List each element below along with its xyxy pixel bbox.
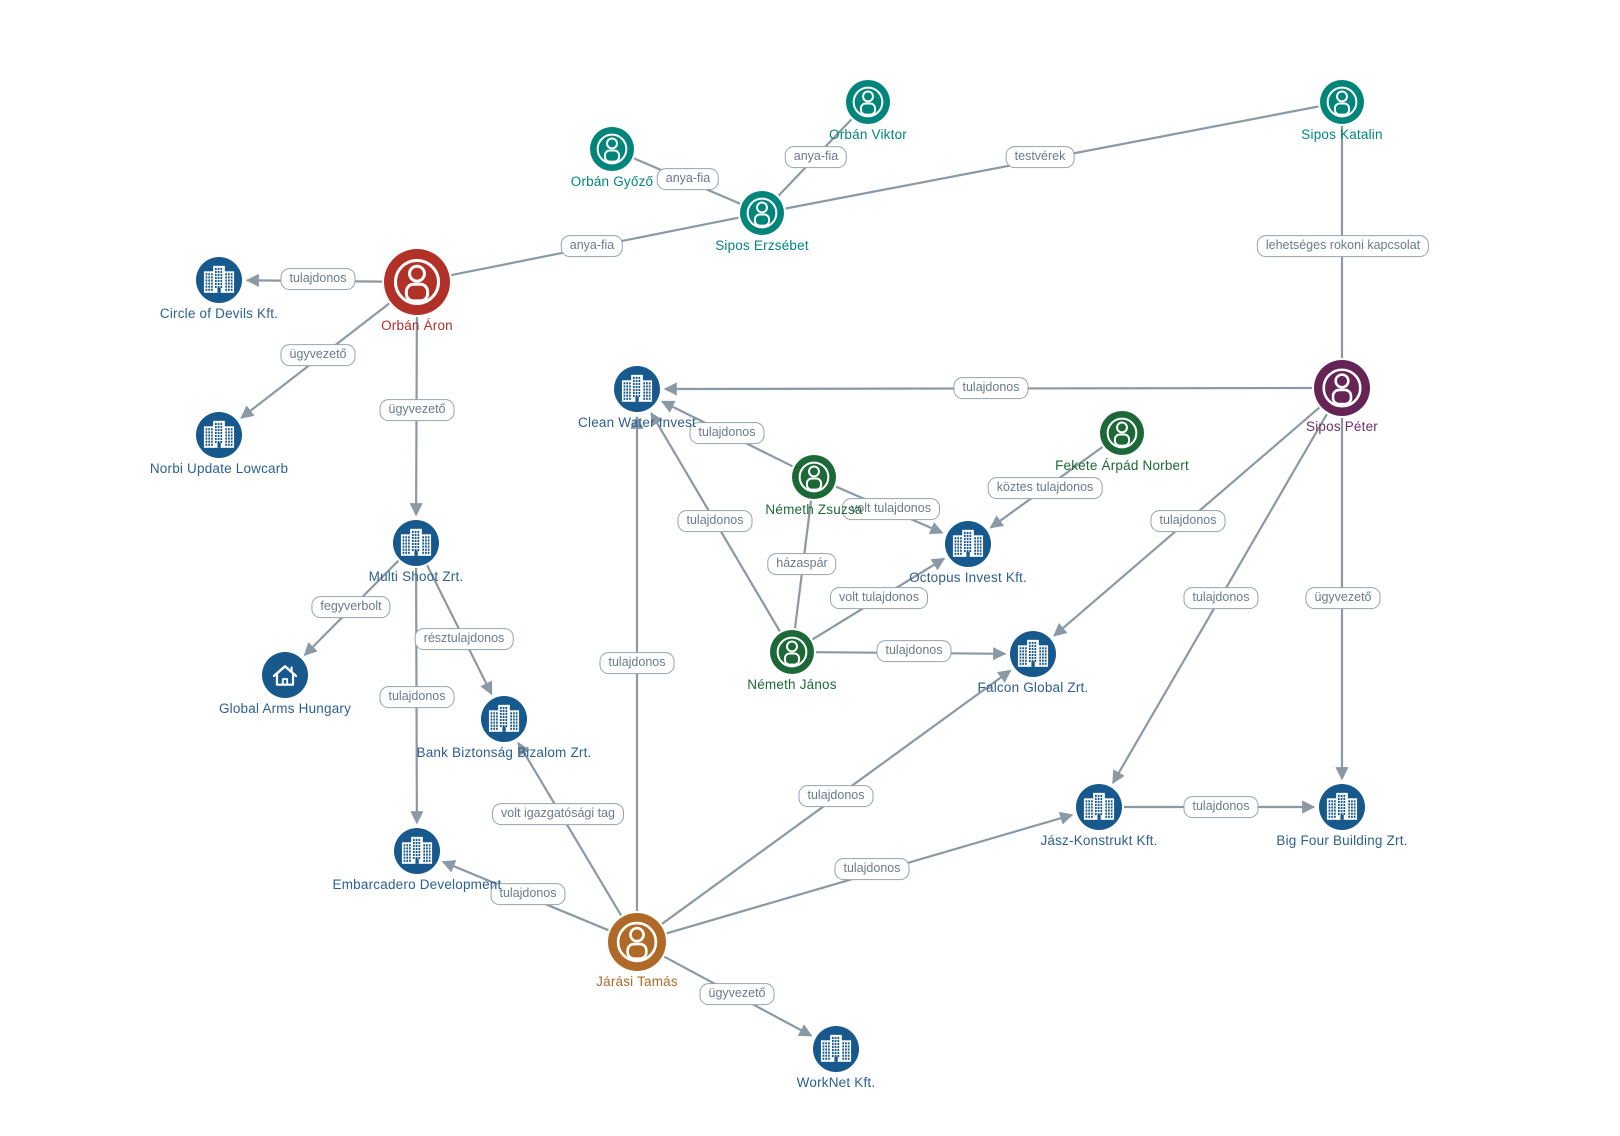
company-building-icon <box>400 528 432 556</box>
node-label-jarasi-tamas: Járási Tamás <box>596 974 678 989</box>
node-norbi-update[interactable] <box>196 412 242 458</box>
person-icon <box>798 461 830 493</box>
node-embarcadero[interactable] <box>394 828 440 874</box>
edge-label-sipos-peter--clean-water[interactable]: tulajdonos <box>953 377 1029 399</box>
edge-label-fekete-arpad--octopus[interactable]: köztes tulajdonos <box>987 477 1103 499</box>
edge-line-jarasi-tamas--bank-biztonsag <box>517 741 623 916</box>
node-circle-of-devils[interactable] <box>196 257 242 303</box>
edge-label-nemeth-zsuzsa--octopus[interactable]: volt tulajdonos <box>842 498 940 520</box>
node-label-embarcadero: Embarcadero Development <box>332 877 502 892</box>
edge-label-orban-aron--multi-shoot[interactable]: ügyvezető <box>379 399 455 421</box>
node-nemeth-zsuzsa[interactable] <box>792 455 836 499</box>
person-icon <box>1326 86 1358 118</box>
company-building-icon <box>401 836 433 864</box>
node-label-sipos-peter: Sipos Péter <box>1306 419 1378 434</box>
node-orban-gyozo[interactable] <box>590 127 634 171</box>
company-building-icon <box>1326 792 1358 820</box>
node-falcon[interactable] <box>1010 631 1056 677</box>
node-multi-shoot[interactable] <box>393 520 439 566</box>
company-building-icon <box>488 704 520 732</box>
edge-label-sipos-erzsebet--sipos-katalin[interactable]: testvérek <box>1005 146 1075 168</box>
node-label-orban-viktor: Orbán Viktor <box>829 127 907 142</box>
edge-label-multi-shoot--global-arms[interactable]: fegyverbolt <box>311 596 391 618</box>
edge-label-orban-aron--circle-of-devils[interactable]: tulajdonos <box>280 268 356 290</box>
node-big-four[interactable] <box>1319 784 1365 830</box>
node-label-orban-aron: Orbán Áron <box>381 318 453 333</box>
edge-label-sipos-katalin--sipos-peter[interactable]: lehetséges rokoni kapcsolat <box>1256 235 1430 257</box>
person-icon <box>1322 368 1362 408</box>
node-sipos-katalin[interactable] <box>1320 80 1364 124</box>
node-bank-biztonsag[interactable] <box>481 696 527 742</box>
node-label-circle-of-devils: Circle of Devils Kft. <box>159 306 279 321</box>
edge-label-sipos-peter--jasz-konstrukt[interactable]: tulajdonos <box>1183 587 1259 609</box>
node-label-norbi-update: Norbi Update Lowcarb <box>149 461 289 476</box>
company-building-icon <box>203 265 235 293</box>
edge-label-jarasi-tamas--bank-biztonsag[interactable]: volt igazgatósági tag <box>492 803 624 825</box>
edge-label-sipos-erzsebet--orban-gyozo[interactable]: anya-fia <box>656 168 720 190</box>
node-label-falcon: Falcon Global Zrt. <box>977 680 1089 695</box>
person-icon <box>1106 417 1138 449</box>
node-orban-aron[interactable] <box>384 249 450 315</box>
node-jarasi-tamas[interactable] <box>608 913 666 971</box>
edge-label-sipos-peter--falcon[interactable]: tulajdonos <box>1150 510 1226 532</box>
node-global-arms[interactable] <box>262 652 308 698</box>
node-nemeth-janos[interactable] <box>770 630 814 674</box>
edge-label-sipos-erzsebet--orban-viktor[interactable]: anya-fia <box>784 146 848 168</box>
person-icon <box>393 258 441 306</box>
person-icon <box>776 636 808 668</box>
company-building-icon <box>621 374 653 402</box>
person-icon <box>596 133 628 165</box>
node-fekete-arpad[interactable] <box>1100 411 1144 455</box>
edge-label-jasz-konstrukt--big-four[interactable]: tulajdonos <box>1183 796 1259 818</box>
house-icon <box>272 665 298 686</box>
node-jasz-konstrukt[interactable] <box>1076 784 1122 830</box>
edge-label-jarasi-tamas--clean-water[interactable]: tulajdonos <box>599 652 675 674</box>
node-clean-water[interactable] <box>614 366 660 412</box>
node-label-bank-biztonsag: Bank Biztonság Bizalom Zrt. <box>416 745 592 760</box>
node-label-jasz-konstrukt: Jász-Konstrukt Kft. <box>1040 833 1158 848</box>
edge-label-nemeth-janos--octopus[interactable]: volt tulajdonos <box>830 587 928 609</box>
node-label-octopus: Octopus Invest Kft. <box>909 570 1027 585</box>
edge-label-orban-aron--norbi-update[interactable]: ügyvezető <box>280 344 356 366</box>
edge-label-nemeth-zsuzsa--nemeth-janos[interactable]: házaspár <box>767 553 837 575</box>
node-worknet[interactable] <box>813 1026 859 1072</box>
edge-label-multi-shoot--bank-biztonsag[interactable]: résztulajdonos <box>414 628 514 650</box>
company-building-icon <box>952 529 984 557</box>
edge-label-jarasi-tamas--falcon[interactable]: tulajdonos <box>798 785 874 807</box>
edge-label-nemeth-zsuzsa--clean-water[interactable]: tulajdonos <box>689 422 765 444</box>
company-building-icon <box>820 1034 852 1062</box>
node-label-sipos-katalin: Sipos Katalin <box>1301 127 1383 142</box>
company-building-icon <box>203 420 235 448</box>
person-icon <box>746 197 778 229</box>
node-label-fekete-arpad: Fekete Árpád Norbert <box>1055 458 1189 473</box>
company-building-icon <box>1083 792 1115 820</box>
edge-label-sipos-peter--big-four[interactable]: ügyvezető <box>1305 587 1381 609</box>
node-label-nemeth-zsuzsa: Németh Zsuzsa <box>765 502 863 517</box>
node-label-orban-gyozo: Orbán Győző <box>570 174 654 189</box>
node-label-clean-water: Clean Water Invest <box>578 415 696 430</box>
node-sipos-peter[interactable] <box>1314 360 1370 416</box>
person-icon <box>616 921 658 963</box>
edge-label-nemeth-janos--falcon[interactable]: tulajdonos <box>876 640 952 662</box>
edge-label-sipos-erzsebet--orban-aron[interactable]: anya-fia <box>560 235 624 257</box>
node-label-nemeth-janos: Németh János <box>747 677 837 692</box>
person-icon <box>852 86 884 118</box>
node-label-multi-shoot: Multi Shoot Zrt. <box>368 569 464 584</box>
company-building-icon <box>1017 639 1049 667</box>
node-label-big-four: Big Four Building Zrt. <box>1276 833 1408 848</box>
node-label-worknet: WorkNet Kft. <box>796 1075 876 1090</box>
edge-label-jarasi-tamas--worknet[interactable]: ügyvezető <box>699 983 775 1005</box>
node-sipos-erzsebet[interactable] <box>740 191 784 235</box>
node-orban-viktor[interactable] <box>846 80 890 124</box>
edge-label-jarasi-tamas--jasz-konstrukt[interactable]: tulajdonos <box>834 858 910 880</box>
edge-label-multi-shoot--embarcadero[interactable]: tulajdonos <box>379 686 455 708</box>
node-label-global-arms: Global Arms Hungary <box>218 701 352 716</box>
edge-label-nemeth-janos--clean-water[interactable]: tulajdonos <box>677 510 753 532</box>
node-label-sipos-erzsebet: Sipos Erzsébet <box>715 238 809 253</box>
edge-label-jarasi-tamas--embarcadero[interactable]: tulajdonos <box>490 883 566 905</box>
node-octopus[interactable] <box>945 521 991 567</box>
